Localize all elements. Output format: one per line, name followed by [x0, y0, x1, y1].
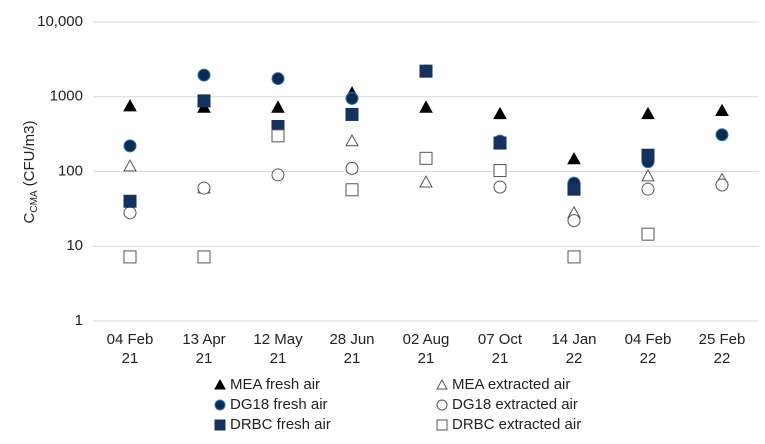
x-tick-label: 21	[418, 350, 435, 367]
y-tick-label: 10,000	[37, 13, 83, 30]
x-tick-label: 22	[714, 350, 731, 367]
marker-circle	[436, 399, 448, 411]
marker-square	[567, 250, 581, 264]
x-tick-label: 13 Apr	[182, 331, 225, 348]
x-tick-label: 04 Feb	[625, 331, 672, 348]
marker-square	[123, 250, 137, 264]
legend-label: DG18 fresh air	[230, 396, 328, 413]
x-tick-label: 21	[196, 350, 213, 367]
legend-label: MEA extracted air	[452, 376, 570, 393]
x-tick-label: 21	[270, 350, 287, 367]
marker-circle	[271, 168, 285, 182]
marker-square	[436, 419, 448, 431]
marker-square	[493, 164, 507, 178]
legend-label: DG18 extracted air	[452, 396, 578, 413]
x-tick-label: 21	[344, 350, 361, 367]
marker-circle	[345, 91, 359, 105]
marker-triangle	[123, 159, 137, 172]
marker-circle	[493, 180, 507, 194]
marker-square	[641, 148, 655, 162]
marker-square	[123, 194, 137, 208]
marker-square	[419, 64, 433, 78]
legend-label: DRBC extracted air	[452, 416, 581, 433]
marker-square	[419, 151, 433, 165]
marker-square	[271, 129, 285, 143]
marker-square	[214, 419, 226, 431]
marker-square	[493, 136, 507, 150]
marker-circle	[641, 182, 655, 196]
x-tick-label: 12 May	[253, 331, 303, 348]
y-label-main: C	[21, 212, 38, 223]
marker-triangle	[715, 103, 729, 117]
legend-label: DRBC fresh air	[230, 416, 331, 433]
y-tick-label: 1000	[50, 88, 83, 105]
marker-triangle	[567, 151, 581, 165]
marker-square	[345, 107, 359, 121]
marker-circle	[197, 181, 211, 195]
x-tick-label: 22	[640, 350, 657, 367]
marker-triangle	[641, 106, 655, 120]
marker-triangle	[345, 133, 359, 147]
x-tick-label: 21	[492, 350, 509, 367]
x-tick-label: 21	[122, 350, 139, 367]
x-tick-label: 02 Aug	[403, 331, 450, 348]
marker-square	[567, 182, 581, 196]
marker-circle	[715, 128, 729, 142]
marker-square	[197, 94, 211, 108]
marker-triangle	[419, 100, 433, 113]
x-tick-label: 07 Oct	[478, 331, 523, 348]
y-axis-label: CCMA (CFU/m3)	[21, 121, 40, 224]
marker-triangle	[493, 106, 507, 120]
marker-triangle	[271, 100, 285, 113]
marker-triangle	[214, 378, 226, 390]
marker-square	[345, 183, 359, 197]
marker-circle	[345, 161, 359, 175]
y-tick-label: 1	[75, 312, 83, 329]
x-tick-label: 28 Jun	[329, 331, 374, 348]
y-label-unit: (CFU/m3)	[21, 121, 38, 187]
x-tick-label: 22	[566, 350, 583, 367]
y-label-sub: CMA	[29, 190, 40, 213]
marker-square	[197, 250, 211, 264]
marker-triangle	[436, 378, 448, 390]
marker-circle	[214, 399, 226, 411]
marker-circle	[715, 178, 729, 192]
marker-triangle	[123, 99, 137, 112]
marker-square	[641, 227, 655, 241]
marker-triangle	[419, 175, 433, 188]
marker-circle	[271, 72, 285, 86]
marker-triangle	[641, 168, 655, 182]
marker-circle	[567, 214, 581, 228]
y-tick-label: 10	[66, 237, 83, 254]
legend-label: MEA fresh air	[230, 376, 320, 393]
x-tick-label: 04 Feb	[107, 331, 154, 348]
y-tick-label: 100	[58, 162, 83, 179]
marker-circle	[197, 68, 211, 82]
x-tick-label: 14 Jan	[551, 331, 596, 348]
x-tick-label: 25 Feb	[699, 331, 746, 348]
marker-circle	[123, 139, 137, 153]
marker-circle	[123, 206, 137, 220]
